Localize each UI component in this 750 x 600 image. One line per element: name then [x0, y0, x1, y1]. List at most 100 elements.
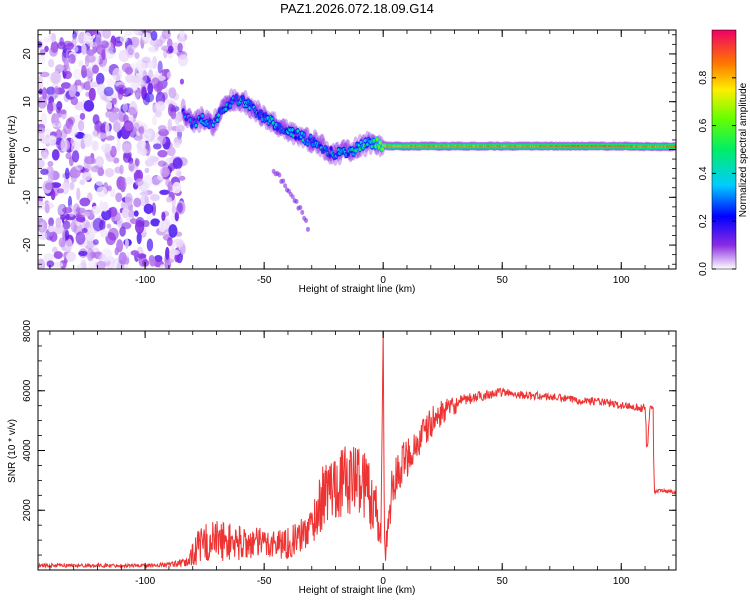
x-tick-label: -50 [257, 275, 272, 286]
heatmap-cell [179, 30, 185, 38]
heatmap-cell [134, 158, 140, 167]
heatmap-cell [41, 87, 47, 100]
heatmap-cell [75, 207, 86, 214]
heatmap-cell [124, 31, 133, 37]
heatmap-cell [312, 138, 316, 142]
spectrogram-heatmap [38, 30, 676, 269]
heatmap-cell [172, 181, 182, 194]
heatmap-cell [358, 147, 362, 151]
heatmap-cell [68, 54, 76, 64]
heatmap-cell [52, 261, 64, 268]
heatmap-cell [100, 229, 109, 238]
x-tick-label: -50 [257, 576, 272, 587]
x-tick-label: 50 [497, 576, 509, 587]
heatmap-cell [132, 30, 140, 34]
heatmap-cell [176, 170, 182, 177]
heatmap-cell [143, 203, 154, 215]
heatmap-cell [294, 198, 299, 204]
heatmap-cell [63, 70, 72, 80]
heatmap-cell [133, 210, 139, 217]
heatmap-cell [170, 111, 177, 120]
x-tick-label: 100 [613, 576, 630, 587]
heatmap-cell [118, 252, 127, 265]
heatmap-cell [43, 36, 52, 43]
heatmap-cell [92, 64, 99, 74]
heatmap-cell [166, 196, 173, 203]
heatmap-cell [39, 71, 50, 78]
heatmap-cell [112, 67, 123, 82]
heatmap-cell [74, 91, 80, 97]
heatmap-cell [157, 175, 163, 181]
heatmap-cell [105, 232, 116, 246]
heatmap-cell [179, 78, 184, 85]
heatmap-cell [152, 115, 157, 126]
colorbar-tick-label: 0.0 [698, 262, 709, 276]
heatmap-cell [46, 86, 56, 96]
heatmap-cell [161, 211, 166, 222]
heatmap-cell [46, 260, 55, 268]
heatmap-cell [201, 114, 204, 118]
heatmap-cell [88, 265, 94, 269]
heatmap-cell [48, 58, 55, 68]
snr-panel: -100 -50 0 50 100 2000 4000 6000 8000 Height of … [7, 319, 677, 596]
heatmap-cell [86, 164, 91, 172]
heatmap-cell [46, 101, 54, 115]
heatmap-cell [167, 146, 176, 157]
heatmap-cell [38, 88, 44, 95]
heatmap-cell [83, 81, 92, 91]
heatmap-cell [54, 113, 60, 127]
heatmap-cell [128, 106, 137, 116]
heatmap-cell [152, 143, 162, 150]
heatmap-cell [157, 149, 168, 158]
heatmap-cell [309, 134, 313, 139]
heatmap-cell [115, 192, 123, 203]
heatmap-cell [142, 219, 150, 228]
heatmap-cell [235, 94, 239, 99]
y-tick-label: 6000 [22, 379, 33, 402]
heatmap-cell [149, 193, 160, 202]
heatmap-cell [101, 248, 113, 262]
heatmap-cell [72, 45, 79, 53]
y-tick-label: -10 [22, 190, 33, 205]
heatmap-cell [121, 143, 132, 154]
heatmap-cell [174, 211, 179, 222]
heatmap-cell [150, 30, 158, 41]
heatmap-cell [53, 251, 63, 260]
heatmap-cell [142, 132, 152, 142]
heatmap-cell [165, 246, 170, 260]
heatmap-cell [296, 129, 300, 133]
heatmap-cell [55, 64, 65, 73]
heatmap-cell [149, 37, 161, 47]
heatmap-cell [91, 130, 98, 139]
heatmap-cell [75, 163, 84, 171]
heatmap-cell [113, 121, 121, 133]
heatmap-cell [41, 151, 48, 160]
heatmap-cell [271, 121, 275, 125]
heatmap-cell [149, 257, 156, 267]
heatmap-cell [96, 260, 106, 269]
heatmap-cell [94, 156, 105, 167]
heatmap-cell [83, 32, 92, 44]
heatmap-cell [105, 122, 110, 135]
heatmap-cell [130, 82, 138, 91]
heatmap-cell [91, 140, 99, 151]
heatmap-cell [168, 224, 178, 238]
heatmap-cell [281, 178, 286, 184]
heatmap-cell [149, 156, 160, 162]
heatmap-cell [63, 57, 69, 70]
heatmap-cell [40, 168, 49, 175]
colorbar-tick-label: 0.8 [698, 70, 709, 84]
snr-ticks: -100 -50 0 50 100 2000 4000 6000 8000 [22, 319, 676, 587]
heatmap-cell [132, 61, 138, 74]
heatmap-cell [136, 232, 142, 245]
heatmap-cell [190, 123, 194, 128]
heatmap-cell [116, 140, 121, 152]
heatmap-cell [167, 118, 173, 132]
heatmap-cell [63, 123, 72, 135]
heatmap-cell [174, 253, 180, 263]
heatmap-cell [86, 248, 94, 262]
heatmap-cell [159, 189, 171, 195]
